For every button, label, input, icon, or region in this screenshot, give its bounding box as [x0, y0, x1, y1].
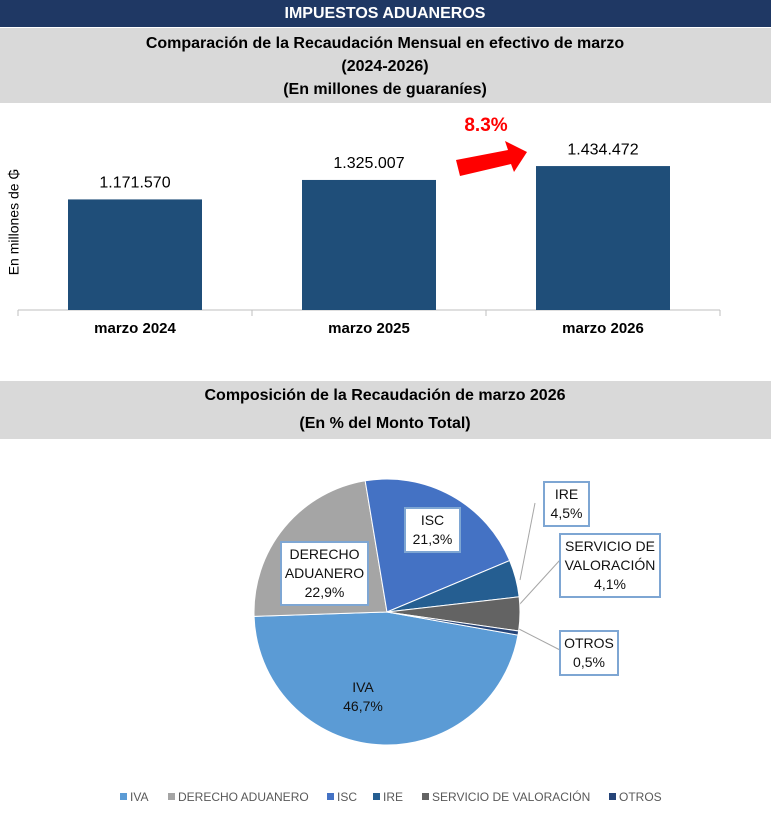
value-label: 1.171.570 [99, 175, 170, 192]
header: IMPUESTOS ADUANEROS [285, 5, 486, 22]
chart-subtitle: (En millones de guaraníes) [283, 81, 487, 98]
annotation: 8.3% [464, 115, 507, 136]
label-value: 4,5% [550, 505, 583, 521]
label-value: 21,3% [412, 531, 453, 547]
legend-swatch [422, 793, 429, 800]
legend-label: SERVICIO DE VALORACIÓN [432, 789, 590, 804]
legend-swatch [168, 793, 175, 800]
label-category: ISC [420, 512, 445, 528]
bar [68, 199, 202, 310]
legend-label: IRE [383, 790, 403, 804]
header-band [0, 0, 771, 27]
legend-swatch [120, 793, 127, 800]
x-tick-label: marzo 2024 [94, 320, 176, 337]
legend-swatch [327, 793, 334, 800]
value-label: 1.434.472 [567, 141, 638, 158]
legend-label: OTROS [619, 790, 662, 804]
leader-line [516, 627, 561, 651]
y-axis-label: En millones de ₲ [6, 169, 22, 276]
leader-line [518, 559, 561, 606]
chart-subtitle: (2024-2026) [341, 58, 428, 75]
label-category: IVA [352, 679, 374, 695]
label-value: 0,5% [573, 654, 605, 670]
legend-swatch [373, 793, 380, 800]
x-tick-label: marzo 2026 [562, 320, 644, 337]
title-band [0, 381, 771, 439]
chart-subtitle: (En % del Monto Total) [299, 415, 470, 432]
arrow [456, 141, 527, 176]
pie-slice [386, 611, 520, 636]
title-band [0, 28, 771, 103]
label-value: 22,9% [304, 584, 345, 600]
legend-label: ISC [337, 790, 357, 804]
label-category: IRE [554, 486, 579, 502]
label-category: OTROS [564, 635, 614, 651]
data-label: DERECHO ADUANERO 22,9% [280, 541, 369, 606]
label-value: 4,1% [594, 576, 626, 592]
chart-title: Composición de la Recaudación de marzo 2… [205, 387, 566, 404]
pie-slice [253, 611, 519, 746]
value-label: 1.325.007 [333, 155, 404, 172]
label-value: 46,7% [343, 698, 383, 714]
data-label: SERVICIO DE VALORACIÓN 4,1% [559, 533, 661, 598]
bar [302, 179, 436, 310]
label-category: SERVICIO DE VALORACIÓN [564, 538, 656, 573]
chart-title: Comparación de la Recaudación Mensual en… [146, 35, 625, 52]
data-label: IVA 46,7% [336, 676, 390, 718]
legend-label: IVA [130, 790, 148, 804]
data-label: OTROS 0,5% [559, 630, 619, 676]
legend-swatch [609, 793, 616, 800]
bar [536, 166, 670, 310]
x-tick-label: marzo 2025 [328, 320, 410, 337]
data-label: ISC 21,3% [404, 507, 461, 553]
label-category: DERECHO ADUANERO [284, 546, 365, 581]
legend-label: DERECHO ADUANERO [178, 790, 309, 804]
data-label: IRE 4,5% [543, 481, 590, 527]
leader-line [519, 502, 536, 581]
